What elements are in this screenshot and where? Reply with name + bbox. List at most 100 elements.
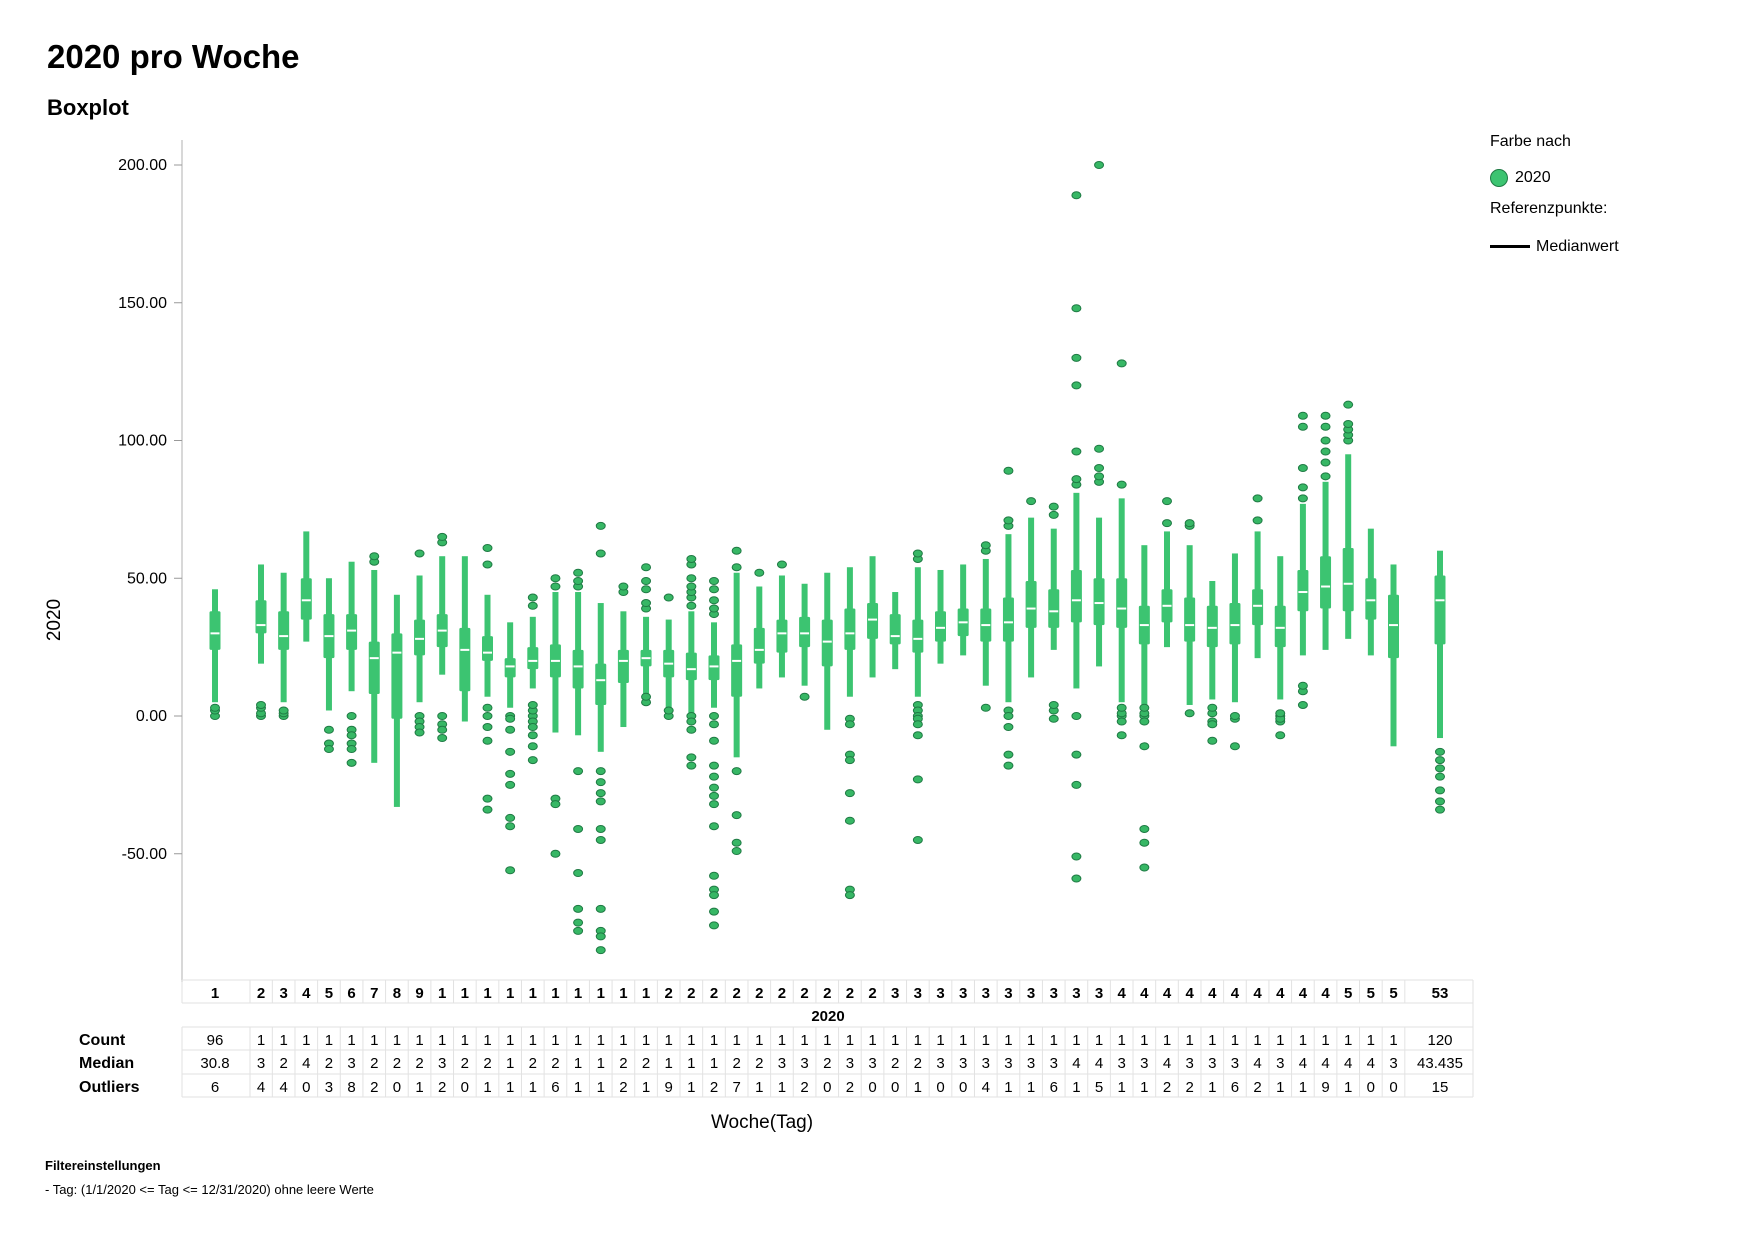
outlier-point — [573, 568, 584, 577]
box-week-53 — [1434, 550, 1446, 814]
week-label: 3 — [1004, 985, 1012, 1002]
row-label-median: Median — [79, 1055, 134, 1072]
outlier-point — [437, 532, 448, 541]
table-cell: 1 — [959, 1032, 967, 1049]
outlier-point — [1071, 874, 1082, 883]
table-cell: 4 — [1344, 1055, 1352, 1072]
box-week-19 — [640, 563, 652, 707]
outlier-point — [709, 791, 719, 800]
outlier-point — [527, 601, 538, 610]
table-cell: 1 — [393, 1032, 401, 1049]
table-cell: 1 — [302, 1032, 310, 1049]
outlier-point — [731, 546, 742, 555]
table-cell: 2 — [846, 1079, 854, 1096]
week-label: 1 — [211, 985, 219, 1002]
table-cell: 0 — [1367, 1079, 1375, 1096]
box-week-29 — [867, 556, 879, 678]
table-cell: 4 — [302, 1055, 310, 1072]
table-cell: 2 — [529, 1055, 537, 1072]
box-week-24 — [753, 568, 765, 689]
table-cell: 1 — [665, 1032, 673, 1049]
table-cell: 1 — [1321, 1032, 1329, 1049]
box-body — [1342, 547, 1354, 612]
table-cell: 0 — [936, 1079, 944, 1096]
box-week-37 — [1048, 502, 1060, 723]
outlier-point — [709, 783, 719, 792]
table-cell: 4 — [1299, 1055, 1307, 1072]
box-week-34 — [980, 541, 992, 712]
table-cell: 4 — [257, 1079, 265, 1096]
outlier-point — [482, 560, 493, 569]
box-week-50 — [1342, 400, 1354, 639]
outlier-point — [1320, 422, 1331, 431]
box-week-5 — [323, 578, 335, 754]
outlier-point — [709, 577, 719, 586]
table-cell: 3 — [257, 1055, 265, 1072]
box-body — [617, 649, 629, 683]
box-body — [572, 649, 584, 689]
table-cell: 1 — [1276, 1079, 1284, 1096]
outlier-point — [1094, 472, 1105, 481]
outlier-point — [1297, 494, 1308, 503]
outlier-point — [1003, 761, 1014, 770]
outlier-point — [1184, 709, 1195, 718]
week-label: 2 — [257, 985, 265, 1002]
box-week-39 — [1093, 161, 1105, 667]
outlier-point — [505, 866, 516, 875]
outlier-point — [1003, 750, 1014, 759]
table-cell: 6 — [1050, 1079, 1058, 1096]
table-cell: 1 — [687, 1079, 695, 1096]
week-label: 1 — [619, 985, 627, 1002]
week-label: 3 — [959, 985, 967, 1002]
table-cell: 3 — [1004, 1055, 1012, 1072]
outlier-point — [1071, 852, 1082, 861]
week-label: 3 — [279, 985, 287, 1002]
table-cell: 1 — [732, 1032, 740, 1049]
table-cell: 6 — [1231, 1079, 1239, 1096]
week-label: 1 — [483, 985, 491, 1002]
outlier-point — [595, 778, 606, 787]
outlier-point — [1435, 805, 1445, 814]
outlier-point — [1071, 353, 1082, 362]
outlier-point — [912, 775, 923, 784]
table-cell: 1 — [619, 1032, 627, 1049]
outlier-point — [731, 563, 742, 572]
box-week-35 — [1002, 466, 1014, 770]
table-cell: 9 — [665, 1079, 673, 1096]
box-body — [1184, 597, 1196, 642]
table-cell: 2 — [1253, 1079, 1261, 1096]
table-cell: 1 — [1231, 1032, 1239, 1049]
outlier-point — [1343, 419, 1354, 428]
week-label: 5 — [1367, 985, 1375, 1002]
row-label-count: Count — [79, 1032, 126, 1049]
week-label: 4 — [1253, 985, 1262, 1002]
outlier-point — [1139, 863, 1150, 872]
table-cell: 4 — [1367, 1055, 1375, 1072]
week-label: 3 — [1050, 985, 1058, 1002]
legend-series-label[interactable]: 2020 — [1515, 169, 1551, 186]
legend-median-label[interactable]: Medianwert — [1536, 238, 1619, 255]
outlier-point — [346, 745, 357, 754]
box-body — [1274, 605, 1286, 648]
outlier-point — [527, 731, 538, 740]
box-week-32 — [935, 569, 946, 664]
week-label: 4 — [1185, 985, 1194, 1002]
filter-settings-title: Filtereinstellungen — [45, 1158, 161, 1173]
outlier-point — [709, 596, 719, 605]
outlier-point — [1320, 472, 1331, 481]
table-cell: 4 — [1253, 1055, 1261, 1072]
outlier-point — [1207, 703, 1218, 712]
outlier-point — [912, 549, 923, 558]
table-cell: 1 — [1185, 1032, 1193, 1049]
table-cell: 1 — [506, 1055, 514, 1072]
outlier-point — [369, 552, 380, 561]
outlier-point — [754, 568, 765, 577]
table-cell: 1 — [347, 1032, 355, 1049]
outlier-point — [844, 756, 855, 765]
outlier-point — [1071, 780, 1082, 789]
outlier-point — [1071, 191, 1082, 200]
box-week-33 — [957, 564, 969, 656]
outlier-point — [1094, 161, 1105, 169]
box-body — [391, 633, 403, 719]
